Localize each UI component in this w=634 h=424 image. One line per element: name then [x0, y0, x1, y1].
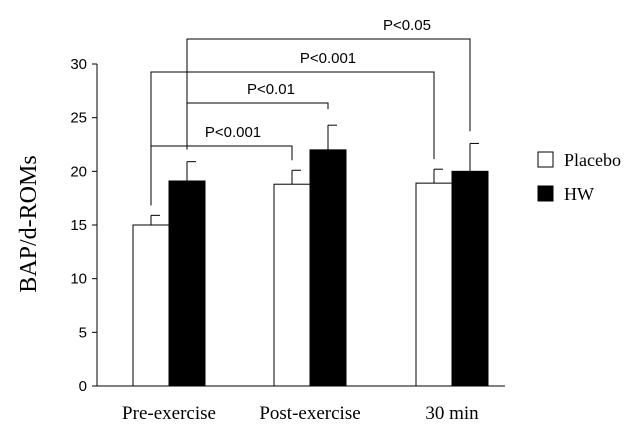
y-tick-label: 20	[70, 163, 87, 180]
significance-brackets: P<0.001 P<0.01 P<0.001 P<0.05	[150, 17, 471, 206]
x-tick-label: 30 min	[425, 403, 479, 424]
significance-label: P<0.05	[383, 17, 431, 34]
y-axis-label: BAP/d-ROMs	[16, 155, 42, 292]
significance-label: P<0.01	[247, 81, 295, 98]
x-tick-label: Post-exercise	[259, 403, 360, 424]
x-axis: Pre-exercise Post-exercise 30 min	[97, 385, 505, 424]
y-tick-label: 15	[70, 217, 87, 234]
bar	[168, 180, 206, 387]
significance-label: P<0.001	[205, 124, 261, 141]
legend: Placebo HW	[537, 150, 621, 204]
significance-bracket	[150, 71, 435, 206]
y-axis: 0 5 10 15 20 25 30	[70, 56, 98, 395]
bar-series	[132, 149, 489, 387]
bar	[309, 149, 347, 387]
y-tick-label: 5	[79, 324, 87, 341]
y-tick-label: 25	[70, 110, 87, 127]
legend-label: HW	[564, 184, 594, 204]
bar	[451, 170, 489, 387]
y-tick-label: 30	[70, 56, 87, 73]
legend-swatch	[537, 151, 554, 168]
legend-swatch	[537, 185, 554, 202]
bar	[273, 183, 311, 387]
y-tick-label: 0	[79, 378, 87, 395]
significance-label: P<0.001	[300, 50, 356, 67]
bar	[132, 224, 170, 387]
bar	[415, 182, 453, 387]
x-tick-label: Pre-exercise	[122, 403, 216, 424]
y-tick-label: 10	[70, 271, 87, 288]
error-bars	[150, 124, 479, 225]
legend-label: Placebo	[564, 150, 621, 170]
significance-bracket	[186, 38, 471, 150]
